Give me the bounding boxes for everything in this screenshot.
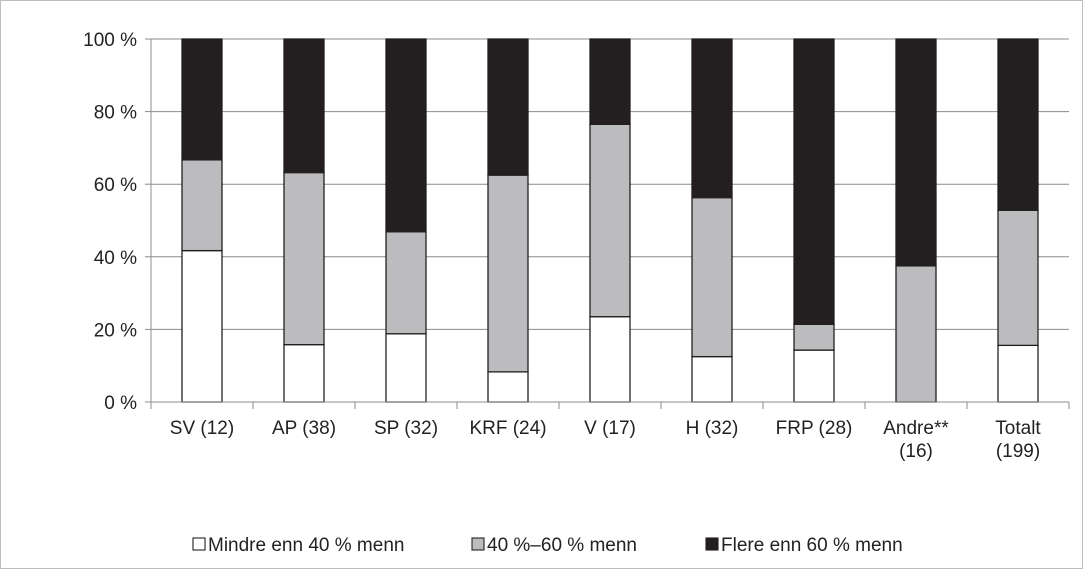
x-tick-label: V (17) (584, 418, 636, 439)
legend-label: Mindre enn 40 % menn (208, 535, 404, 556)
legend-swatch (192, 537, 206, 551)
bar-segment-1 (181, 249, 223, 403)
x-axis-tick-labels: SV (12) AP (38) SP (32) KRF (24) V (17) H (32… (170, 418, 1042, 462)
bar-segment-1 (793, 349, 835, 403)
bar-segment-3 (589, 38, 631, 125)
y-axis-tick-labels: 0 % 20 % 40 % 60 % 80 % 100 % (83, 30, 137, 414)
legend-swatch (705, 537, 719, 551)
axes (150, 39, 1070, 409)
x-tick-label: KRF (24) (469, 418, 546, 439)
bar-segment-2 (283, 171, 325, 346)
bar-segment-3 (181, 38, 223, 161)
x-tick-label: Totalt (199) (995, 418, 1041, 462)
y-tick-label: 60 % (94, 175, 137, 196)
bar-segment-1 (589, 316, 631, 403)
bar-segment-1 (385, 333, 427, 403)
bar-segment-1 (283, 343, 325, 403)
bar-segment-3 (385, 38, 427, 233)
bar-segment-3 (283, 38, 325, 174)
x-tick-label: FRP (28) (776, 418, 853, 439)
x-tick-label: Andre** (16) (883, 418, 949, 462)
bar-segment-2 (895, 265, 937, 403)
legend-label: Flere enn 60 % menn (721, 535, 903, 556)
legend-label: 40 %–60 % menn (487, 535, 637, 556)
bar-segment-2 (181, 159, 223, 252)
x-tick-label: H (32) (686, 418, 739, 439)
bar-segment-3 (487, 38, 529, 176)
bar-segment-3 (997, 38, 1039, 211)
y-tick-label: 40 % (94, 248, 137, 269)
x-tick-label: AP (38) (272, 418, 336, 439)
legend: Mindre enn 40 % menn 40 %–60 % menn Flere … (192, 535, 903, 556)
y-tick-label: 20 % (94, 320, 137, 341)
bar-segment-2 (691, 196, 733, 358)
bar-segment-2 (385, 231, 427, 335)
bar-segment-3 (793, 38, 835, 325)
bar-segment-1 (487, 371, 529, 403)
y-tick-label: 80 % (94, 103, 137, 124)
bar-segment-2 (487, 174, 529, 373)
bar-segment-1 (691, 355, 733, 403)
bar-segment-1 (997, 344, 1039, 403)
x-tick-label: SP (32) (374, 418, 438, 439)
legend-swatch (471, 537, 485, 551)
bar-segment-2 (589, 123, 631, 318)
bar-segment-2 (793, 323, 835, 351)
y-tick-label: 0 % (104, 393, 137, 414)
bar-segment-3 (691, 38, 733, 199)
y-tick-label: 100 % (83, 30, 137, 51)
x-tick-label: SV (12) (170, 418, 234, 439)
bar-segment-2 (997, 209, 1039, 347)
bars (181, 38, 1039, 403)
bar-segment-3 (895, 38, 937, 267)
